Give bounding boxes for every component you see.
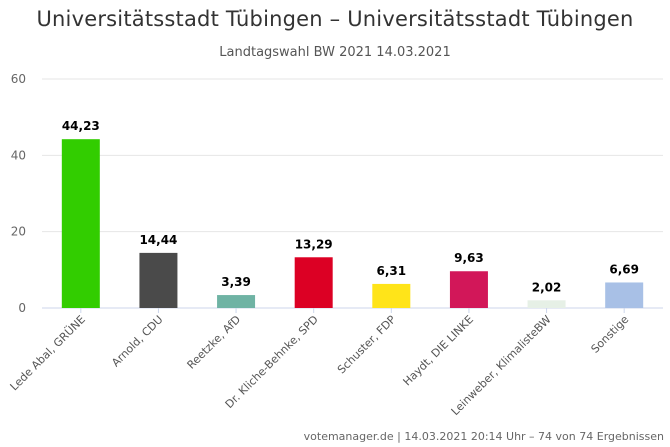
x-tick-label: Lede Abal, GRÜNE: [8, 313, 88, 393]
bar: [139, 252, 178, 308]
x-tick-label: Reetzke, AfD: [184, 313, 243, 372]
y-tick-label: 0: [18, 301, 26, 315]
data-label: 14,44: [139, 233, 177, 247]
x-tick-label: Sonstige: [588, 313, 631, 356]
x-tick-label: Arnold, CDU: [109, 313, 165, 369]
chart-title: Universitätsstadt Tübingen – Universität…: [36, 7, 634, 31]
data-label: 6,31: [377, 264, 407, 278]
bar: [527, 300, 566, 308]
bar: [217, 295, 256, 308]
y-tick-label: 60: [11, 72, 26, 86]
data-label: 9,63: [454, 251, 484, 265]
bar: [294, 257, 333, 308]
data-label: 6,69: [609, 262, 639, 276]
y-tick-label: 20: [11, 225, 26, 239]
x-tick-label: Schuster, FDP: [335, 313, 399, 377]
bar: [372, 283, 411, 308]
data-label: 44,23: [62, 119, 100, 133]
x-tick-label: Haydt, DIE LINKE: [401, 313, 477, 389]
data-label: 13,29: [295, 237, 333, 251]
bar: [449, 271, 488, 308]
y-tick-label: 40: [11, 148, 26, 162]
footer-credit: votemanager.de | 14.03.2021 20:14 Uhr – …: [303, 430, 664, 443]
data-label: 3,39: [221, 275, 251, 289]
bar: [61, 139, 100, 308]
chart-subtitle: Landtagswahl BW 2021 14.03.2021: [219, 45, 451, 60]
data-label: 2,02: [532, 280, 562, 294]
bar: [605, 282, 644, 308]
